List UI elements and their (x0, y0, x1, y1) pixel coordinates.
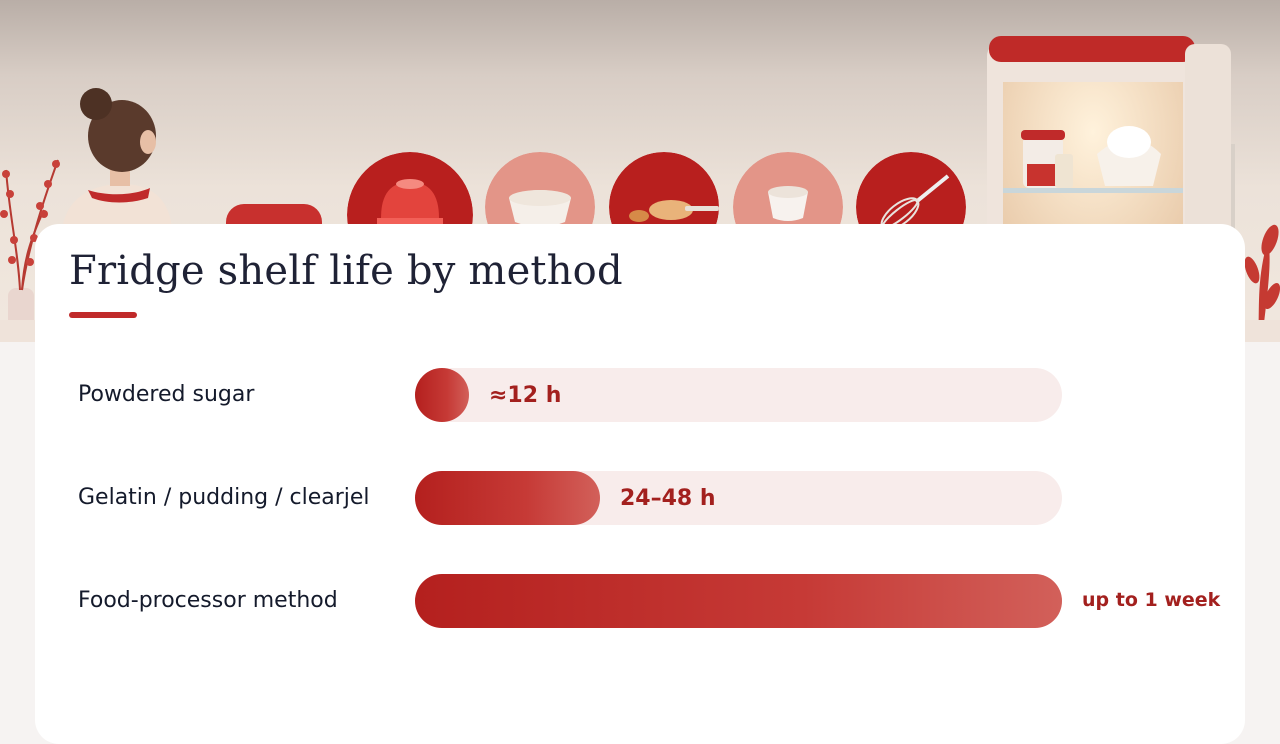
value-label: 24–48 h (620, 486, 716, 511)
bar-row: Food-processor method up to 1 week (35, 574, 1245, 630)
bar-track (415, 368, 1062, 422)
category-label: Food-processor method (78, 588, 338, 613)
bar (415, 471, 600, 525)
bar-track (415, 574, 1062, 628)
chart-title: Fridge shelf life by method (69, 248, 623, 294)
bar-row: Gelatin / pudding / clearjel 24–48 h (35, 471, 1245, 527)
woman-baker-icon (62, 88, 172, 230)
bar (415, 368, 469, 422)
bar (415, 574, 1062, 628)
title-underline (69, 312, 137, 318)
bar-track (415, 471, 1062, 525)
value-label: ≈12 h (489, 383, 562, 408)
plant-icon (1244, 224, 1280, 340)
value-label: up to 1 week (1082, 589, 1221, 611)
category-label: Powdered sugar (78, 382, 255, 407)
bar-row: Powdered sugar ≈12 h (35, 368, 1245, 424)
chart-card: Fridge shelf life by method Powdered sug… (35, 224, 1245, 744)
category-label: Gelatin / pudding / clearjel (78, 485, 370, 510)
